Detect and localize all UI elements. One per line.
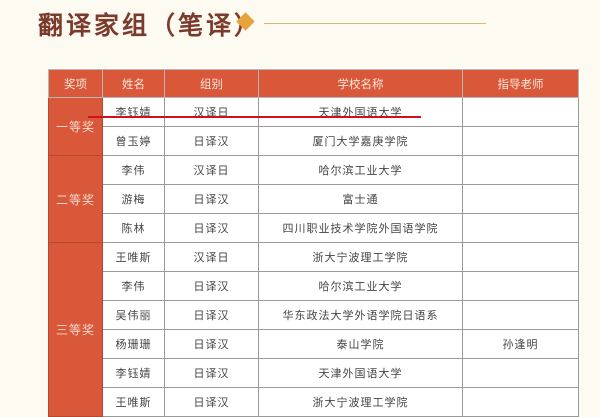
- table-row: 三等奖 王唯斯 汉译日 浙大宁波理工学院: [48, 242, 579, 417]
- school-cell: 天津外国语大学: [258, 358, 463, 388]
- table-row: 游梅 日译汉 富士通: [49, 184, 579, 214]
- name-cell: 王唯斯: [102, 387, 165, 417]
- teacher-cell: [462, 213, 579, 243]
- school-cell: 天津外国语大学: [258, 97, 463, 127]
- header-award: 奖项: [48, 69, 103, 98]
- name-cell: 杨珊珊: [102, 329, 165, 359]
- group-cell: 日译汉: [164, 126, 259, 156]
- group-cell: 日译汉: [164, 213, 259, 243]
- award-cell: 三等奖: [48, 242, 103, 417]
- teacher-cell: [462, 242, 579, 272]
- name-cell: 吴伟丽: [102, 300, 165, 330]
- group-cell: 日译汉: [164, 358, 259, 388]
- school-cell: 厦门大学嘉庚学院: [258, 126, 463, 156]
- table-row: 李钰婧 日译汉 天津外国语大学: [49, 358, 579, 388]
- school-cell: 华东政法大学外语学院日语系: [258, 300, 463, 330]
- group-cell: 汉译日: [164, 97, 259, 127]
- name-cell: 李钰婧: [102, 97, 165, 127]
- table-row: 李伟 日译汉 哈尔滨工业大学: [49, 271, 579, 301]
- table-row: 杨珊珊 日译汉 泰山学院 孙逢明: [49, 329, 579, 359]
- teacher-cell: [462, 300, 579, 330]
- award-cell: 二等奖: [48, 155, 103, 243]
- teacher-cell: [462, 184, 579, 214]
- table-row: 二等奖 李伟 汉译日 哈尔滨工业大学: [48, 155, 579, 243]
- page-title: 翻译家组（笔译）: [38, 11, 263, 40]
- table-row: 王唯斯 日译汉 浙大宁波理工学院: [49, 387, 579, 417]
- teacher-cell: [462, 358, 579, 388]
- name-cell: 王唯斯: [102, 242, 165, 272]
- table-row: 曾玉婷 日译汉 厦门大学嘉庚学院: [49, 126, 579, 156]
- title-divider: [264, 23, 486, 24]
- red-underline-annotation: [88, 116, 421, 118]
- school-cell: 泰山学院: [258, 329, 463, 359]
- header-group: 组别: [164, 69, 259, 98]
- group-cell: 日译汉: [164, 329, 259, 359]
- awards-table: 奖项 姓名 组别 学校名称 指导老师 一等奖 李钰婧 汉译日 天津外国语大学 曾玉婷 日译…: [48, 69, 579, 417]
- table-row: 一等奖 李钰婧 汉译日 天津外国语大学: [48, 97, 579, 156]
- award-cell: 一等奖: [48, 97, 103, 156]
- teacher-cell: [462, 126, 579, 156]
- school-cell: 哈尔滨工业大学: [258, 271, 463, 301]
- teacher-cell: [462, 97, 579, 127]
- name-cell: 李钰婧: [102, 358, 165, 388]
- group-cell: 日译汉: [164, 300, 259, 330]
- school-cell: 四川职业技术学院外国语学院: [258, 213, 463, 243]
- teacher-cell: 孙逢明: [462, 329, 579, 359]
- group-cell: 汉译日: [164, 242, 259, 272]
- name-cell: 陈林: [102, 213, 165, 243]
- school-cell: 哈尔滨工业大学: [258, 155, 463, 185]
- name-cell: 李伟: [102, 155, 165, 185]
- teacher-cell: [462, 271, 579, 301]
- header-name: 姓名: [102, 69, 165, 98]
- school-cell: 浙大宁波理工学院: [258, 387, 463, 417]
- group-cell: 汉译日: [164, 155, 259, 185]
- table-row: 陈林 日译汉 四川职业技术学院外国语学院: [49, 213, 579, 243]
- name-cell: 游梅: [102, 184, 165, 214]
- table-header-row: 奖项 姓名 组别 学校名称 指导老师: [48, 69, 579, 98]
- name-cell: 李伟: [102, 271, 165, 301]
- group-cell: 日译汉: [164, 387, 259, 417]
- group-cell: 日译汉: [164, 271, 259, 301]
- name-cell: 曾玉婷: [102, 126, 165, 156]
- school-cell: 富士通: [258, 184, 463, 214]
- teacher-cell: [462, 155, 579, 185]
- header-teacher: 指导老师: [462, 69, 579, 98]
- group-cell: 日译汉: [164, 184, 259, 214]
- header-school: 学校名称: [258, 69, 463, 98]
- school-cell: 浙大宁波理工学院: [258, 242, 463, 272]
- teacher-cell: [462, 387, 579, 417]
- table-row: 吴伟丽 日译汉 华东政法大学外语学院日语系: [49, 300, 579, 330]
